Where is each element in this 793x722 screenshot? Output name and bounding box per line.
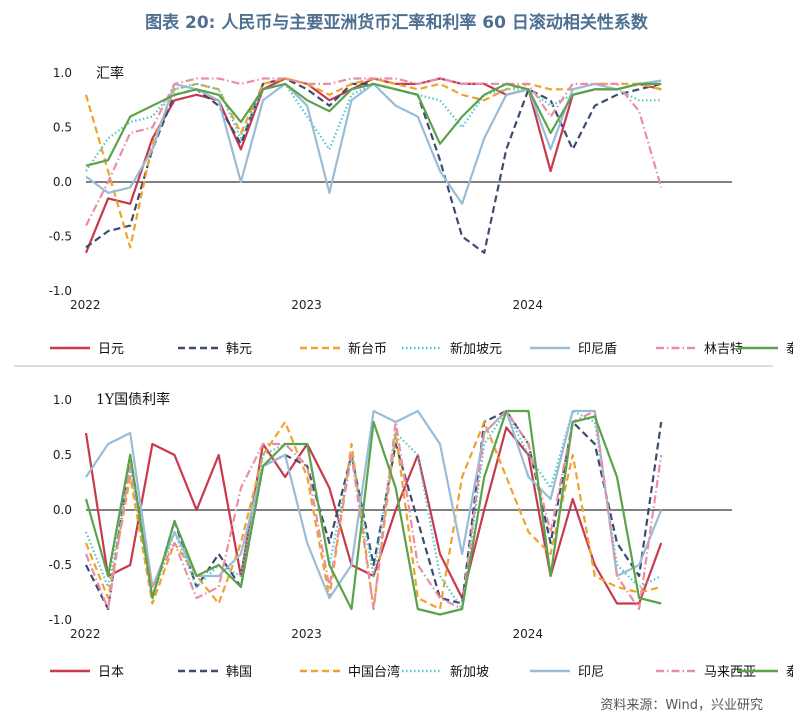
legend-label: 印尼	[578, 665, 604, 680]
x-tick-label: 2024	[512, 627, 543, 641]
legend-label: 日本	[98, 665, 124, 680]
legend-label: 印尼盾	[578, 342, 617, 357]
series-line-2	[86, 422, 661, 609]
y-tick-label: 0.0	[53, 503, 72, 517]
legend-label: 泰铢	[786, 341, 793, 357]
y-tick-label: -1.0	[49, 284, 72, 298]
panel-title: 1Y国债利率	[96, 391, 170, 408]
x-tick-label: 2024	[512, 298, 543, 312]
legend-label: 韩元	[226, 342, 252, 357]
x-tick-label: 2022	[70, 298, 101, 312]
y-tick-label: -0.5	[49, 558, 72, 572]
y-tick-label: -1.0	[49, 613, 72, 627]
legend-label: 日元	[98, 342, 124, 357]
legend-label: 马来西亚	[704, 665, 756, 680]
x-tick-label: 2022	[70, 627, 101, 641]
legend-label: 韩国	[226, 665, 252, 680]
series-line-0	[86, 79, 661, 253]
legend-label: 林吉特	[704, 342, 743, 357]
legend-label: 泰国	[786, 665, 793, 680]
series-line-6	[86, 84, 661, 166]
legend-label: 中国台湾	[348, 664, 400, 680]
x-tick-label: 2023	[291, 627, 322, 641]
y-tick-label: 0.5	[53, 121, 72, 135]
series-line-4	[86, 81, 661, 204]
legend-label: 新加坡	[450, 664, 489, 680]
y-tick-label: 0.0	[53, 175, 72, 189]
y-tick-label: 1.0	[53, 393, 72, 407]
y-tick-label: 1.0	[53, 66, 72, 80]
x-tick-label: 2023	[291, 298, 322, 312]
series-line-6	[86, 411, 661, 615]
legend-label: 新加坡元	[450, 341, 502, 357]
y-tick-label: 0.5	[53, 448, 72, 462]
legend-label: 新台币	[348, 341, 387, 357]
panel-title: 汇率	[96, 65, 124, 82]
y-tick-label: -0.5	[49, 230, 72, 244]
source-note: 资料来源：Wind，兴业研究	[600, 694, 763, 713]
